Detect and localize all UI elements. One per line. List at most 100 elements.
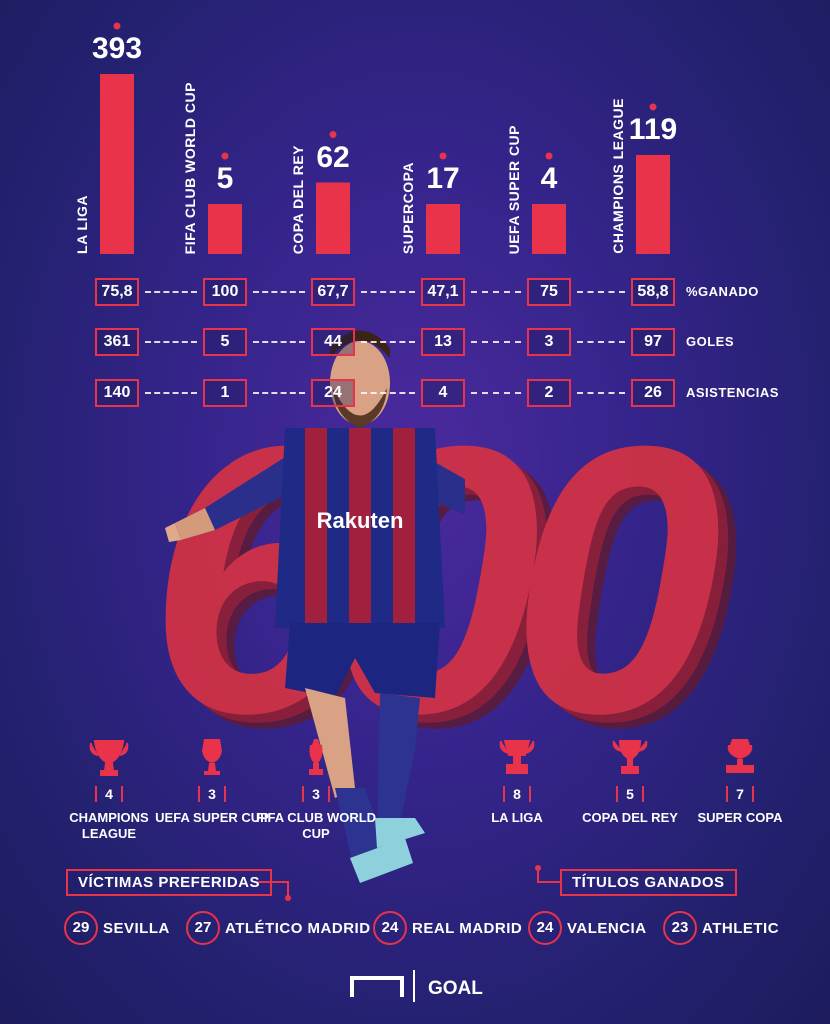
stat-value: 44: [311, 328, 355, 356]
trophy-item: 3 FIFA CLUB WORLD CUP: [251, 737, 381, 842]
bar-1: [208, 204, 242, 254]
liga-trophy-icon: [499, 740, 535, 774]
stat-value: 67,7: [311, 278, 355, 306]
stat-connector: [253, 341, 305, 343]
bar-marker-0: [113, 22, 121, 30]
victim-team: VALENCIA: [567, 919, 647, 937]
trophy-item: 3 UEFA SUPER CUP: [147, 737, 277, 826]
trophy-name: CHAMPIONS LEAGUE: [69, 810, 149, 841]
bar-0: [100, 74, 134, 254]
bar-4: [532, 204, 566, 254]
victim-item: 29 SEVILLA: [64, 911, 170, 945]
bar-value-4: 4: [540, 162, 558, 195]
stat-value: 3: [527, 328, 571, 356]
trophy-item: 5 COPA DEL REY: [565, 737, 695, 826]
trophy-count: 4: [95, 786, 123, 802]
stat-value: 97: [631, 328, 675, 356]
stat-connector: [253, 291, 305, 293]
stat-row-label: GOLES: [686, 334, 735, 349]
stat-connector: [145, 392, 197, 394]
bar-value-2: 62: [316, 140, 350, 174]
sponsor-text: Rakuten: [317, 508, 404, 533]
stat-connector: [471, 341, 521, 343]
victim-team: ATHLETIC: [702, 919, 780, 937]
supercopa-trophy-icon: [726, 739, 754, 773]
stat-value: 140: [95, 379, 139, 407]
stat-connector: [471, 291, 521, 293]
bar-value-3: 17: [426, 162, 460, 195]
bar-marker-4: [545, 152, 553, 160]
trophy-count: 5: [616, 786, 644, 802]
stat-value: 24: [311, 379, 355, 407]
stat-connector: [361, 392, 415, 394]
player-figure: Rakuten: [165, 330, 465, 883]
trophy-name: FIFA CLUB WORLD CUP: [255, 810, 377, 841]
stat-value: 361: [95, 328, 139, 356]
stat-connector: [145, 341, 197, 343]
trophy-count: 3: [302, 786, 330, 802]
super-cup-trophy-icon: [202, 739, 222, 775]
victim-team: ATLÉTICO MADRID: [225, 919, 371, 937]
trophy-name: COPA DEL REY: [582, 810, 678, 825]
bar-marker-3: [439, 152, 447, 160]
stat-value: 100: [203, 278, 247, 306]
world-cup-trophy-icon: [309, 739, 323, 775]
victim-goals: 27: [186, 911, 220, 945]
stat-value: 75,8: [95, 278, 139, 306]
bar-5: [636, 154, 670, 254]
trophy-item: 8 LA LIGA: [452, 737, 582, 826]
trophy-count: 8: [503, 786, 531, 802]
stat-value: 13: [421, 328, 465, 356]
stat-connector: [253, 392, 305, 394]
trophy-count: 3: [198, 786, 226, 802]
bar-value-5: 119: [628, 112, 678, 146]
trophy-name: SUPER COPA: [697, 810, 783, 825]
copa-trophy-icon: [612, 740, 648, 774]
bar-value-1: 5: [216, 162, 234, 195]
stat-value: 5: [203, 328, 247, 356]
bar-marker-5: [649, 103, 657, 111]
stat-value: 2: [527, 379, 571, 407]
trophy-item: 4 CHAMPIONS LEAGUE: [44, 737, 174, 842]
stat-connector: [577, 291, 625, 293]
stat-value: 1: [203, 379, 247, 407]
victim-goals: 24: [528, 911, 562, 945]
victim-item: 27 ATLÉTICO MADRID: [186, 911, 371, 945]
trophy-item: 7 SUPER COPA: [675, 737, 805, 826]
stat-row-label: %GANADO: [686, 284, 759, 299]
victim-item: 23 ATHLETIC: [663, 911, 779, 945]
stat-connector: [361, 341, 415, 343]
stat-connector: [577, 392, 625, 394]
victim-item: 24 REAL MADRID: [373, 911, 522, 945]
stat-value: 26: [631, 379, 675, 407]
stat-value: 4: [421, 379, 465, 407]
bar-marker-2: [329, 131, 337, 139]
victim-item: 24 VALENCIA: [528, 911, 647, 945]
bar-value-0: 393: [91, 32, 143, 65]
stat-connector: [471, 392, 521, 394]
victim-team: REAL MADRID: [412, 919, 523, 937]
stat-connector: [361, 291, 415, 293]
trophy-name: LA LIGA: [491, 810, 543, 825]
bar-2: [316, 182, 350, 254]
victim-goals: 23: [663, 911, 697, 945]
trophy-count: 7: [726, 786, 754, 802]
brand-name: GOAL: [428, 978, 483, 999]
stat-connector: [145, 291, 197, 293]
stat-connector: [577, 341, 625, 343]
victim-goals: 24: [373, 911, 407, 945]
bar-marker-1: [221, 152, 229, 160]
victim-team: SEVILLA: [103, 919, 170, 937]
bar-3: [426, 204, 460, 254]
stat-value: 58,8: [631, 278, 675, 306]
titles-title: TÍTULOS GANADOS: [560, 869, 737, 896]
stat-value: 75: [527, 278, 571, 306]
champions-trophy-icon: [89, 740, 129, 776]
stat-value: 47,1: [421, 278, 465, 306]
victim-goals: 29: [64, 911, 98, 945]
stat-row-label: ASISTENCIAS: [686, 385, 779, 400]
trophy-name: UEFA SUPER CUP: [155, 810, 269, 825]
